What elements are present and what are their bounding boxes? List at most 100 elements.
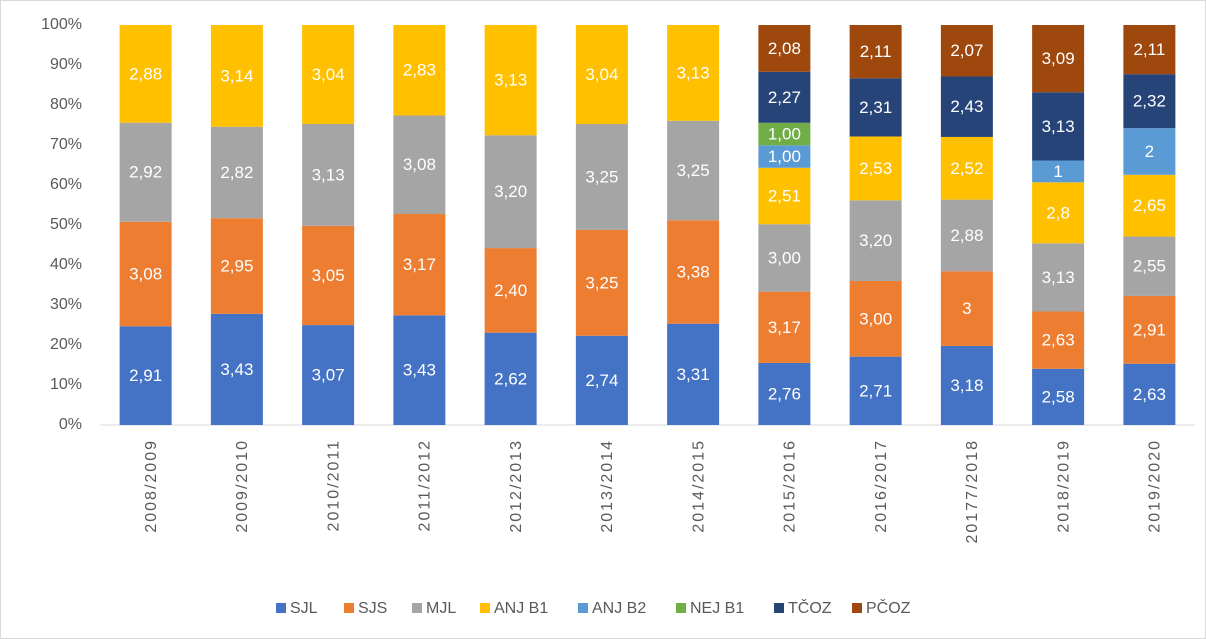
- value-label: 3,04: [312, 65, 345, 84]
- y-tick-label: 30%: [50, 296, 82, 313]
- value-label: 2,88: [950, 226, 983, 245]
- bar-segment: [210, 126, 263, 219]
- value-label: 3,13: [312, 165, 345, 184]
- bar-segment: [667, 120, 720, 221]
- value-label: 2,27: [768, 88, 801, 107]
- bar-segment: [849, 25, 902, 79]
- bar-segment: [484, 332, 537, 425]
- value-label: 2,31: [859, 98, 892, 117]
- value-label: 2,74: [585, 371, 618, 390]
- legend-label: SJS: [358, 600, 387, 617]
- bar-segment: [302, 325, 355, 425]
- value-label: 2,63: [1042, 331, 1075, 350]
- bar-segment: [940, 25, 993, 77]
- bar-segment: [1032, 92, 1085, 161]
- bar-segment: [940, 76, 993, 137]
- bar-segment: [1123, 236, 1176, 296]
- bar-segment: [1123, 363, 1176, 425]
- value-label: 2,65: [1133, 196, 1166, 215]
- legend-label: MJL: [426, 600, 456, 617]
- bar-segment: [484, 248, 537, 333]
- value-label: 2,82: [220, 163, 253, 182]
- x-tick-label: 2014/2015: [690, 439, 707, 533]
- value-label: 2,88: [129, 64, 162, 83]
- value-label: 1,00: [768, 125, 801, 144]
- bar-segment: [758, 122, 811, 146]
- bar-segment: [758, 167, 811, 225]
- bar-segment: [393, 25, 446, 116]
- bar-segment: [758, 291, 811, 363]
- value-label: 3,08: [403, 155, 436, 174]
- value-label: 2,76: [768, 384, 801, 403]
- legend-label: PČOZ: [866, 598, 911, 617]
- value-label: 2,62: [494, 369, 527, 388]
- y-tick-label: 50%: [50, 216, 82, 233]
- y-tick-label: 0%: [59, 416, 82, 433]
- x-tick-label: 2013/2014: [599, 439, 616, 533]
- legend-swatch: [676, 603, 686, 613]
- value-label: 2,92: [129, 163, 162, 182]
- value-label: 3: [962, 299, 971, 318]
- y-tick-label: 80%: [50, 96, 82, 113]
- bar-segment: [393, 315, 446, 425]
- legend-swatch: [852, 603, 862, 613]
- bar-segment: [1032, 160, 1085, 183]
- value-label: 2,52: [950, 159, 983, 178]
- value-label: 3,13: [494, 71, 527, 90]
- value-label: 3,17: [403, 255, 436, 274]
- legend-swatch: [480, 603, 490, 613]
- bar-segment: [667, 323, 720, 425]
- legend-swatch: [344, 603, 354, 613]
- legend-label: ANJ B1: [494, 600, 548, 617]
- value-label: 3,20: [494, 182, 527, 201]
- bar-segment: [667, 220, 720, 324]
- bar-segment: [575, 335, 628, 425]
- bar-segment: [302, 25, 355, 124]
- bar-segment: [119, 122, 172, 222]
- bar-segment: [119, 25, 172, 123]
- value-label: 3,25: [585, 167, 618, 186]
- value-label: 2,51: [768, 186, 801, 205]
- value-label: 3,18: [950, 376, 983, 395]
- x-tick-label: 2009/2010: [234, 439, 251, 533]
- bar-segment: [1123, 74, 1176, 129]
- bar-segment: [758, 25, 811, 72]
- y-tick-label: 60%: [50, 176, 82, 193]
- x-tick-label: 2010/2011: [325, 439, 342, 531]
- bar-segment: [484, 135, 537, 249]
- bar-segment: [210, 25, 263, 127]
- bar-segment: [940, 345, 993, 425]
- bar-segment: [393, 115, 446, 214]
- bar-segment: [940, 271, 993, 346]
- value-label: 2,8: [1046, 203, 1070, 222]
- bar-segment: [758, 362, 811, 425]
- value-label: 2,32: [1133, 92, 1166, 111]
- bar-segment: [849, 78, 902, 137]
- value-label: 3,43: [403, 361, 436, 380]
- bar-segment: [1123, 128, 1176, 175]
- x-tick-label: 2018/2019: [1055, 439, 1072, 533]
- value-label: 2,08: [768, 39, 801, 58]
- bar-segment: [302, 123, 355, 226]
- x-tick-label: 20177/2018: [964, 439, 981, 544]
- value-label: 3,04: [585, 65, 618, 84]
- bar-segment: [758, 71, 811, 123]
- value-label: 2,71: [859, 381, 892, 400]
- bar-segment: [575, 229, 628, 336]
- x-tick-label: 2016/2017: [873, 439, 890, 533]
- value-label: 2,11: [1133, 40, 1165, 59]
- value-label: 2,58: [1042, 387, 1075, 406]
- value-label: 3,13: [677, 63, 710, 82]
- value-label: 2,63: [1133, 385, 1166, 404]
- bar-segment: [940, 136, 993, 200]
- bar-segment: [758, 224, 811, 292]
- bar-segment: [575, 124, 628, 230]
- value-label: 2,11: [860, 42, 892, 61]
- bar-segment: [1032, 182, 1085, 244]
- bar-segment: [758, 145, 811, 168]
- bar-segment: [940, 199, 993, 272]
- value-label: 3,14: [220, 66, 253, 85]
- bar-segment: [210, 218, 263, 314]
- y-tick-label: 40%: [50, 256, 82, 273]
